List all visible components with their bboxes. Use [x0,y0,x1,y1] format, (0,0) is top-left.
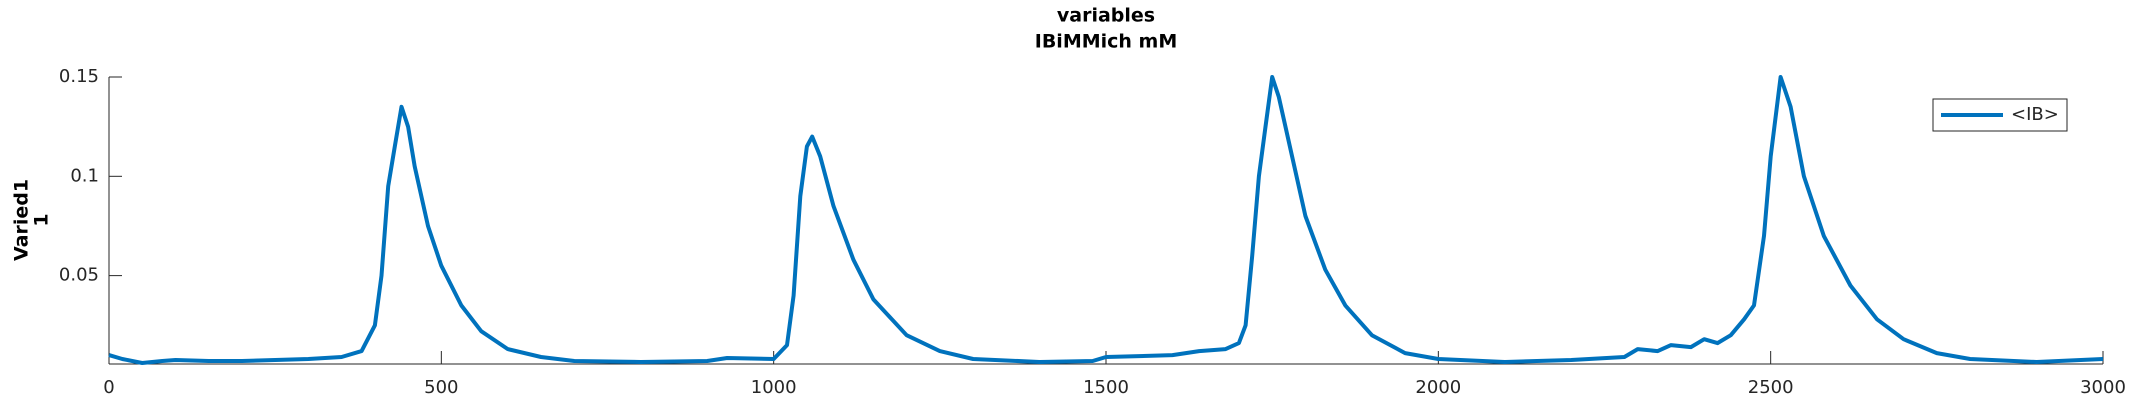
x-tick-label: 3000 [2080,377,2126,398]
x-tick-label: 1000 [751,377,797,398]
x-tick-label: 2500 [1748,377,1794,398]
chart-title: variables [1057,5,1155,27]
x-tick-label: 1500 [1083,377,1129,398]
x-tick-label: 0 [103,377,114,398]
y-tick-label: 0.1 [70,165,99,186]
y-axis-label: 1 [31,213,53,226]
chart-subtitle: IBiMMich mM [1035,31,1178,53]
x-tick-label: 500 [424,377,458,398]
legend-label: <IB> [2011,104,2059,125]
x-tick-label: 2000 [1415,377,1461,398]
y-tick-label: 0.05 [59,265,99,286]
line-series [108,75,2104,365]
y-axis-label: Varied1 [11,179,33,261]
y-tick-label: 0.15 [59,66,99,87]
